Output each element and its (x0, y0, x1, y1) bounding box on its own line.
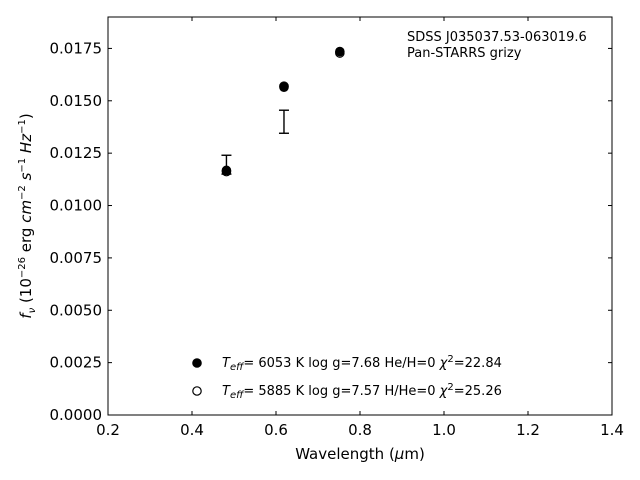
x-tick-label-3: 0.8 (348, 421, 372, 439)
point-series1-0 (221, 166, 232, 177)
y-tick-label-1: 0.0025 (50, 354, 103, 372)
y-tick-label-5: 0.0125 (50, 144, 103, 162)
legend-entry-h-he: Teff= 5885 K log g=7.57 H/He=0 χ2=25.26 (222, 382, 502, 401)
y-axis-label: fν (10−26 erg cm−2 s−1 Hz−1) (17, 113, 38, 318)
legend-logg-1: log g=7.68 (308, 356, 380, 371)
x-tick-label-6: 1.4 (600, 421, 624, 439)
legend-teff-1: 6053 K (258, 356, 304, 371)
y-tick-label-6: 0.0150 (50, 92, 103, 110)
legend-comp-2: H/He=0 (384, 384, 435, 399)
y-axis-ticks: 0.0000 0.0025 0.0050 0.0075 0.0100 0.0125 0.01… (50, 39, 612, 424)
y-tick-label-2: 0.0050 (50, 301, 103, 319)
point-series1-2 (335, 48, 345, 58)
legend-marker-filled (192, 358, 202, 368)
legend: Teff= 6053 K log g=7.68 He/H=0 χ2=22.84 … (192, 354, 502, 401)
y-tick-label-7: 0.0175 (50, 39, 103, 57)
x-axis-ticks: 0.2 0.4 0.6 0.8 1.0 1.2 1.4 (96, 17, 624, 439)
x-tick-label-4: 1.0 (432, 421, 456, 439)
annotation-survey: Pan-STARRS grizy (407, 46, 522, 61)
annotation-object-name: SDSS J035037.53-063019.6 (407, 30, 587, 45)
x-tick-label-0: 0.2 (96, 421, 120, 439)
legend-chi2-2: =25.26 (454, 384, 502, 399)
y-tick-label-0: 0.0000 (50, 406, 103, 424)
x-tick-label-1: 0.4 (180, 421, 204, 439)
point-series1-1 (279, 81, 289, 91)
x-tick-label-5: 1.2 (516, 421, 540, 439)
y-tick-label-4: 0.0100 (50, 197, 103, 215)
y-tick-label-3: 0.0075 (50, 249, 103, 267)
legend-entry-he-h: Teff= 6053 K log g=7.68 He/H=0 χ2=22.84 (222, 354, 502, 373)
legend-marker-open (192, 386, 202, 396)
error-bar-1 (278, 109, 289, 134)
x-tick-label-2: 0.6 (264, 421, 288, 439)
legend-comp-1: He/H=0 (384, 356, 435, 371)
legend-logg-2: log g=7.57 (308, 384, 380, 399)
model-points (221, 46, 345, 177)
observed-error-bars (221, 109, 289, 175)
legend-teff-2: 5885 K (258, 384, 304, 399)
x-axis-label: Wavelength (μm) (295, 445, 425, 463)
legend-chi2-1: =22.84 (454, 356, 502, 371)
